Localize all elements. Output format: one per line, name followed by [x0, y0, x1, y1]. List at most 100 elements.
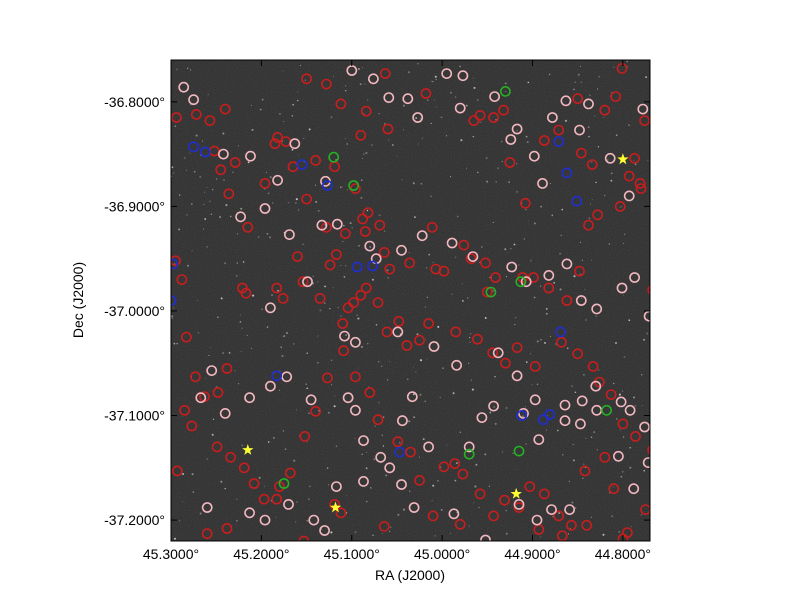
source-marker	[576, 395, 588, 407]
field-star	[524, 406, 526, 408]
field-star	[261, 308, 263, 311]
source-marker	[561, 295, 573, 306]
field-star	[297, 209, 300, 211]
field-star	[610, 179, 613, 182]
field-star	[527, 81, 530, 84]
field-star	[278, 389, 281, 392]
source-marker	[219, 407, 231, 419]
marker-series-4	[242, 153, 629, 513]
source-marker	[342, 392, 354, 404]
source-marker	[471, 333, 483, 345]
field-star	[364, 83, 366, 85]
source-marker	[221, 363, 233, 374]
field-star	[225, 204, 228, 207]
source-marker	[591, 303, 603, 315]
source-marker	[488, 510, 499, 522]
field-star	[295, 521, 297, 523]
x-axis-label: RA (J2000)	[375, 567, 445, 583]
source-marker	[449, 458, 461, 469]
source-marker	[450, 326, 462, 338]
source-marker	[171, 255, 181, 267]
field-star	[452, 392, 455, 395]
source-marker	[180, 331, 192, 343]
field-star	[500, 140, 503, 143]
field-star	[267, 192, 270, 195]
field-star	[477, 99, 479, 101]
field-star	[442, 367, 444, 370]
source-marker	[201, 502, 213, 513]
field-star	[191, 250, 193, 252]
source-marker	[264, 302, 276, 314]
field-star	[397, 513, 400, 516]
field-star	[494, 376, 496, 378]
source-marker	[394, 446, 406, 458]
source-marker	[269, 138, 281, 150]
source-marker	[248, 478, 260, 489]
field-star	[222, 132, 225, 135]
source-marker	[559, 399, 571, 411]
field-star	[235, 274, 238, 277]
field-star	[508, 181, 510, 183]
source-marker	[314, 292, 326, 304]
field-star	[597, 146, 600, 148]
field-star	[594, 115, 596, 117]
source-marker	[360, 282, 372, 294]
field-star	[533, 222, 536, 225]
field-star	[239, 321, 242, 323]
source-marker	[364, 387, 376, 398]
field-star	[197, 332, 199, 334]
field-star	[356, 314, 358, 316]
source-marker	[277, 292, 289, 304]
field-star	[378, 113, 380, 115]
field-star	[326, 467, 329, 469]
field-star	[386, 269, 389, 272]
field-star	[343, 225, 345, 227]
field-star	[573, 275, 576, 278]
field-star	[173, 537, 177, 540]
source-marker	[583, 219, 594, 231]
field-star	[633, 396, 635, 399]
source-marker	[519, 197, 531, 209]
source-marker	[498, 104, 509, 116]
source-marker	[639, 421, 650, 433]
field-star	[178, 194, 181, 196]
source-marker	[544, 409, 556, 420]
source-marker	[259, 514, 271, 526]
field-star	[173, 307, 175, 309]
source-marker	[575, 418, 586, 430]
field-star	[588, 135, 590, 138]
field-star	[574, 506, 577, 509]
source-marker	[474, 488, 486, 500]
source-marker	[171, 465, 183, 477]
field-star	[472, 77, 474, 79]
field-star	[187, 67, 189, 69]
field-star	[366, 500, 368, 503]
field-star	[531, 384, 533, 386]
field-star	[373, 458, 376, 461]
field-star	[571, 385, 574, 388]
field-star	[620, 206, 622, 208]
field-star	[562, 454, 564, 456]
source-marker	[457, 70, 469, 82]
field-star	[347, 189, 348, 191]
field-star	[215, 178, 218, 180]
source-marker	[566, 519, 577, 531]
field-star	[456, 215, 459, 218]
source-marker	[335, 98, 347, 110]
field-star	[484, 453, 487, 456]
field-star	[220, 297, 223, 300]
source-marker	[537, 177, 548, 189]
field-star	[210, 347, 212, 349]
source-marker	[259, 203, 271, 214]
source-marker	[555, 326, 566, 338]
source-marker	[384, 263, 396, 275]
field-star	[278, 112, 281, 115]
field-star	[610, 172, 613, 175]
field-star	[468, 362, 470, 364]
field-star	[333, 405, 336, 408]
source-marker	[629, 272, 640, 283]
field-star	[407, 71, 410, 74]
source-marker	[529, 360, 541, 372]
field-star	[401, 179, 403, 181]
field-star	[210, 213, 213, 215]
